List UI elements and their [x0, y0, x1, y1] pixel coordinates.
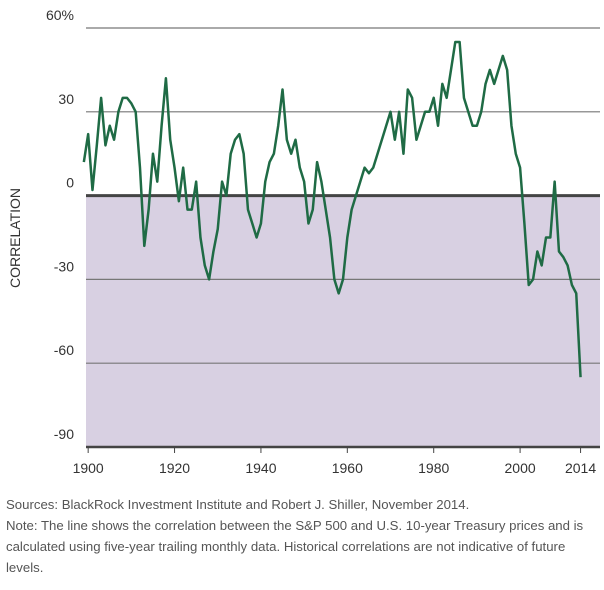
x-tick-label: 1980	[418, 460, 449, 476]
x-tick-label: 2000	[505, 460, 536, 476]
x-tick-label: 1900	[73, 460, 104, 476]
y-tick-label: -60	[54, 342, 74, 358]
y-tick-label: -90	[54, 426, 74, 442]
x-tick-label: 2014	[565, 460, 596, 476]
source: Sources: BlackRock Investment Institute …	[6, 497, 470, 512]
y-tick-label: 60%	[46, 7, 74, 23]
y-tick-label: 0	[66, 175, 74, 191]
y-axis-label: CORRELATION	[7, 188, 23, 288]
chart: CORRELATION -90 -60 -30 0 30 60% 1900 1920 1940 1…	[7, 7, 600, 476]
x-tick-label: 1940	[245, 460, 276, 476]
note: Note: The line shows the correlation bet…	[6, 518, 584, 575]
y-tick-label: -30	[54, 258, 74, 274]
x-tick-label: 1920	[159, 460, 190, 476]
correlation-line	[82, 40, 582, 378]
footnotes: Sources: BlackRock Investment Institute …	[6, 494, 600, 578]
x-tick-label: 1960	[332, 460, 363, 476]
negative-region	[86, 195, 600, 447]
y-tick-label: 30	[58, 91, 74, 107]
